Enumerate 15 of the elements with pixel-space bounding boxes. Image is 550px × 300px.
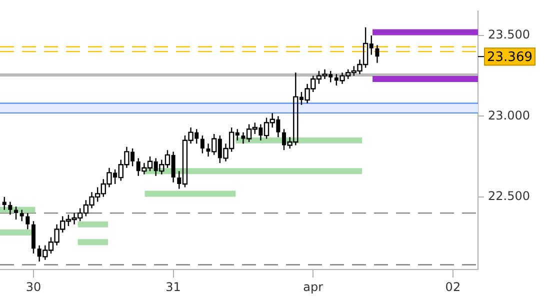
x-tick-label: 31	[166, 280, 181, 294]
text: 23.369	[487, 50, 532, 65]
x-tick-label: 02	[445, 280, 461, 294]
y-tick-label: 23.500	[488, 28, 530, 42]
candlestick	[26, 212, 30, 230]
candlestick	[8, 201, 12, 216]
y-tick-label: 23.000	[488, 108, 530, 122]
candlestick	[375, 44, 380, 64]
candlestick	[20, 209, 24, 222]
x-tick-label: 30	[26, 280, 42, 294]
candlestick	[2, 196, 6, 210]
candlestick	[200, 134, 204, 154]
x-tick-label: apr	[303, 280, 324, 294]
y-tick-label: 22.500	[488, 189, 530, 204]
candlestick	[14, 206, 18, 220]
